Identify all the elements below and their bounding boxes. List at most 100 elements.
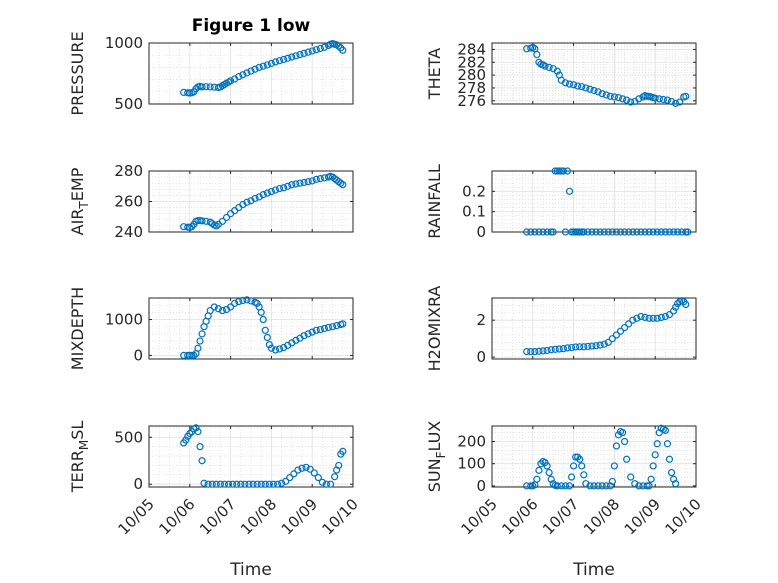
data-point: [265, 341, 273, 349]
data-point: [267, 344, 275, 352]
data-point: [304, 330, 312, 338]
data-point: [594, 482, 602, 490]
data-point: [263, 333, 271, 342]
x-tick-label: 10/07: [539, 495, 582, 538]
data-point: [635, 482, 643, 490]
data-point: [196, 443, 204, 451]
data-point: [245, 480, 253, 488]
data-point: [329, 323, 337, 331]
y-tick-label: 500: [114, 95, 143, 113]
data-point: [649, 228, 657, 236]
data-point: [247, 67, 255, 75]
data-point: [651, 451, 659, 459]
data-point: [312, 175, 320, 183]
data-point: [655, 95, 663, 103]
data-point: [641, 313, 649, 322]
data-point: [251, 194, 259, 203]
data-point: [543, 346, 551, 355]
x-tick-label: 10/05: [458, 495, 501, 538]
data-point: [600, 228, 608, 236]
data-point: [300, 49, 308, 57]
data-point: [194, 344, 202, 352]
data-point: [659, 95, 667, 104]
data-point: [574, 82, 582, 90]
data-point: [235, 297, 243, 306]
data-point: [214, 305, 222, 313]
data-point: [559, 345, 568, 353]
figure-title: Figure 1 low: [192, 16, 311, 36]
data-point: [259, 315, 267, 324]
subplot-air-temp: 240 260 280 AIRTEMP: [68, 162, 354, 241]
y-tick-label: 0: [476, 223, 486, 241]
y-axis-label: SUNFLUX: [425, 421, 448, 493]
data-point: [275, 345, 284, 353]
data-point: [275, 184, 284, 193]
data-point: [669, 228, 678, 236]
data-point: [553, 67, 561, 75]
y-tick-label: 0: [133, 475, 143, 493]
data-point: [563, 167, 572, 175]
data-point: [531, 228, 539, 236]
y-tick-label: 240: [114, 223, 143, 241]
data-point: [661, 228, 670, 236]
y-axis-label-rest: EMP: [68, 167, 87, 201]
data-point: [620, 323, 629, 332]
data-point: [602, 482, 610, 490]
y-tick-label: 0: [476, 477, 486, 495]
data-point: [198, 330, 206, 338]
y-tick-label: 278: [457, 79, 486, 97]
data-point: [574, 453, 582, 461]
data-point: [243, 69, 251, 77]
data-point: [269, 480, 278, 488]
data-point: [190, 351, 198, 360]
y-tick-label: 282: [457, 53, 486, 71]
data-point: [261, 480, 269, 488]
data-point: [665, 455, 674, 463]
data-point: [584, 342, 592, 351]
data-point: [578, 83, 586, 91]
data-point: [653, 228, 661, 236]
y-axis-label: PRESSURE: [68, 31, 87, 115]
data-point: [620, 228, 629, 236]
data-point: [300, 178, 308, 187]
data-point: [669, 307, 678, 315]
data-point: [604, 228, 612, 236]
data-point: [543, 462, 551, 470]
data-point: [647, 475, 655, 483]
data-point: [218, 306, 227, 315]
data-point: [339, 320, 347, 328]
data-point: [247, 297, 255, 305]
data-point: [308, 47, 316, 55]
data-point: [227, 77, 235, 85]
data-point: [261, 326, 269, 334]
data-point: [241, 480, 249, 488]
data-point: [657, 313, 665, 322]
data-point: [208, 480, 216, 488]
data-point: [576, 228, 584, 236]
data-point: [286, 474, 294, 482]
data-point: [227, 303, 235, 311]
data-point: [210, 303, 218, 311]
data-point: [665, 311, 674, 319]
data-point: [310, 469, 318, 477]
data-point: [612, 442, 621, 450]
data-point: [198, 457, 206, 465]
data-point: [280, 55, 288, 64]
data-point: [623, 96, 631, 104]
data-point: [539, 228, 547, 236]
data-point: [294, 466, 302, 474]
x-tick-label: 10/10: [319, 495, 362, 538]
data-point: [631, 480, 639, 488]
data-point: [598, 90, 606, 98]
data-point: [271, 186, 280, 194]
data-point: [275, 57, 284, 65]
data-point: [220, 480, 229, 488]
data-point: [623, 455, 631, 463]
data-point: [182, 436, 190, 444]
data-point: [253, 480, 261, 488]
data-point: [629, 316, 637, 324]
y-axis-label-subscript: F: [434, 451, 448, 458]
data-point: [616, 228, 625, 236]
data-point: [318, 478, 326, 486]
data-point: [594, 88, 602, 96]
